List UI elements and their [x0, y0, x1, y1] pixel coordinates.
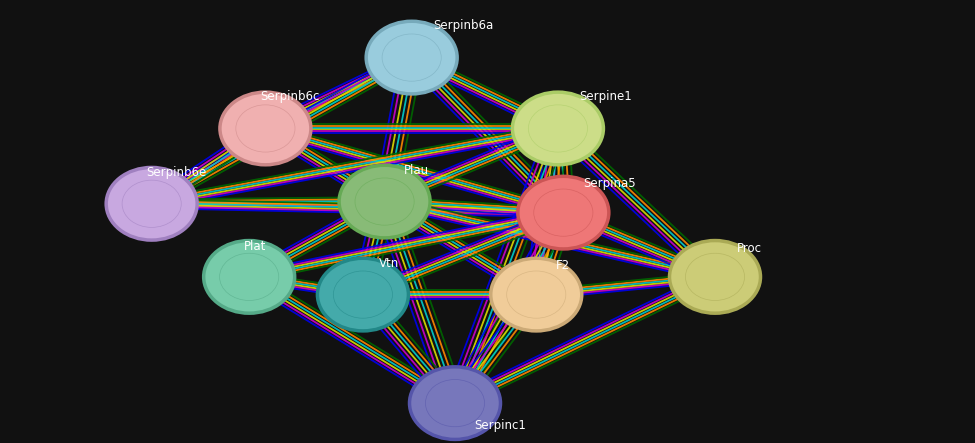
Ellipse shape — [533, 189, 593, 236]
Ellipse shape — [367, 21, 457, 94]
Text: Serpinb6a: Serpinb6a — [433, 19, 493, 32]
Text: F2: F2 — [556, 260, 569, 272]
Text: Serpine1: Serpine1 — [579, 90, 633, 103]
Text: Serpinb6e: Serpinb6e — [146, 167, 207, 179]
Ellipse shape — [410, 367, 500, 439]
Ellipse shape — [425, 380, 485, 427]
Ellipse shape — [339, 165, 430, 238]
Ellipse shape — [528, 105, 588, 152]
Ellipse shape — [219, 253, 279, 300]
Ellipse shape — [513, 92, 604, 165]
Text: Serpina5: Serpina5 — [583, 178, 636, 190]
Ellipse shape — [685, 253, 745, 300]
Ellipse shape — [518, 176, 608, 249]
Ellipse shape — [670, 241, 760, 313]
Ellipse shape — [204, 241, 294, 313]
Ellipse shape — [382, 34, 442, 81]
Ellipse shape — [220, 92, 311, 165]
Ellipse shape — [490, 258, 582, 331]
Text: Proc: Proc — [737, 242, 761, 255]
Ellipse shape — [122, 180, 181, 227]
Ellipse shape — [106, 167, 197, 240]
Text: Plat: Plat — [244, 240, 266, 253]
Ellipse shape — [318, 258, 409, 331]
Text: Plau: Plau — [404, 164, 429, 177]
Ellipse shape — [355, 178, 414, 225]
Ellipse shape — [333, 271, 393, 318]
Text: Serpinc1: Serpinc1 — [475, 419, 526, 432]
Text: Vtn: Vtn — [379, 257, 400, 270]
Text: Serpinb6c: Serpinb6c — [260, 90, 320, 103]
Ellipse shape — [236, 105, 295, 152]
Ellipse shape — [507, 271, 566, 318]
